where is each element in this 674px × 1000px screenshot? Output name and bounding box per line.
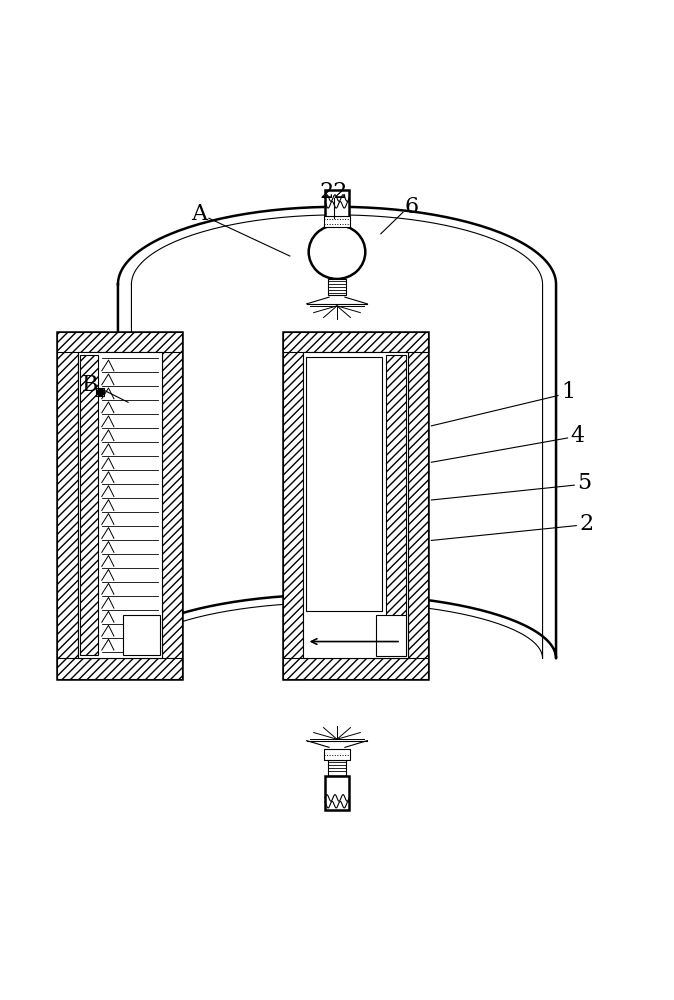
- Bar: [96, 388, 104, 396]
- Text: 1: 1: [561, 381, 575, 403]
- Bar: [57, 658, 182, 679]
- Bar: [376, 615, 406, 656]
- Text: 2: 2: [580, 513, 593, 535]
- Bar: [328, 279, 346, 295]
- Text: 22: 22: [319, 181, 348, 203]
- Bar: [162, 332, 182, 679]
- Bar: [283, 332, 428, 352]
- Bar: [283, 332, 303, 679]
- Bar: [408, 332, 428, 679]
- Bar: [57, 332, 78, 679]
- Bar: [283, 332, 428, 679]
- Text: 5: 5: [578, 472, 591, 494]
- Text: A: A: [191, 203, 207, 225]
- Bar: [386, 355, 406, 655]
- Bar: [123, 615, 160, 655]
- Bar: [328, 760, 346, 776]
- Text: 6: 6: [404, 196, 418, 218]
- Bar: [78, 352, 162, 658]
- Bar: [325, 776, 349, 810]
- Bar: [57, 332, 182, 352]
- Text: B: B: [82, 374, 98, 396]
- Bar: [283, 658, 428, 679]
- Ellipse shape: [309, 225, 365, 279]
- Bar: [324, 216, 350, 227]
- Text: 4: 4: [571, 425, 584, 447]
- Bar: [306, 357, 382, 611]
- Bar: [80, 355, 98, 655]
- Bar: [57, 332, 182, 679]
- Bar: [303, 352, 408, 658]
- Bar: [325, 190, 349, 224]
- Bar: [324, 749, 350, 760]
